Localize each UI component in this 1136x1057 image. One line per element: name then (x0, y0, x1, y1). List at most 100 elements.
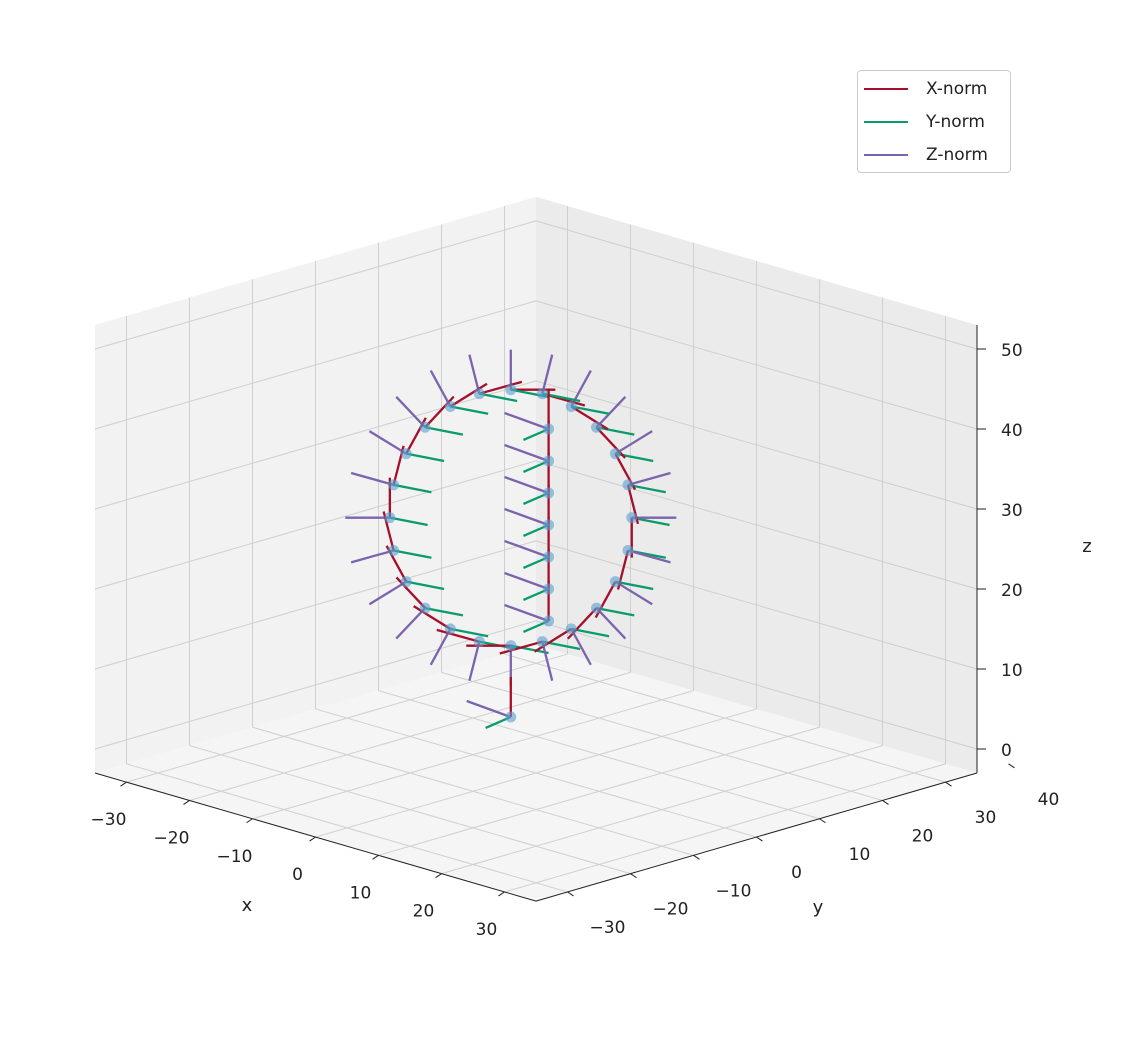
z-norm-segment (504, 571, 549, 591)
y-norm-segment (424, 606, 464, 617)
grid-line (94, 220, 537, 350)
data-point (400, 576, 412, 588)
z-norm-segment (429, 369, 452, 408)
z-tick-label: 20 (1001, 581, 1023, 601)
z-norm-segment (368, 430, 407, 455)
y-norm-segment (596, 606, 635, 617)
y-tick-label: 10 (849, 845, 871, 865)
data-point (622, 479, 634, 491)
y-tick-label: −20 (653, 900, 689, 920)
x-norm-segment (478, 380, 523, 395)
y-norm-segment (631, 516, 670, 527)
y-tick (567, 891, 574, 897)
z-norm-segment (504, 603, 549, 623)
z-norm-segment (395, 396, 426, 429)
grid-line (94, 460, 537, 590)
z-tick-label: 50 (1001, 341, 1023, 361)
data-point (543, 615, 555, 627)
z-norm-segment (468, 641, 481, 681)
x-tick-label: 0 (292, 865, 303, 885)
z-tick-label: 0 (1001, 741, 1012, 761)
data-point (419, 421, 431, 433)
x-tick (372, 854, 379, 860)
legend-swatch-x-norm (864, 87, 908, 91)
y-norm-segment (406, 452, 445, 463)
legend-swatch-y-norm (864, 120, 908, 124)
y-norm-segment (571, 405, 610, 415)
grid-line (252, 726, 694, 856)
z-norm-segment (614, 430, 653, 455)
grid-line (94, 300, 537, 430)
y-tick-label: 40 (1038, 790, 1060, 810)
grid-line (535, 540, 978, 670)
grid-line (535, 300, 978, 430)
x-tick-label: 20 (413, 902, 435, 922)
data-point (543, 455, 555, 467)
legend-item-y-norm: Y-norm (864, 110, 985, 134)
z-norm-segment (595, 396, 627, 429)
y-tick (693, 854, 700, 860)
z-tick-label: 10 (1001, 661, 1023, 681)
data-point (609, 576, 621, 588)
x-tick (309, 836, 316, 842)
z-norm-segment (541, 354, 554, 394)
z-norm-segment (466, 699, 512, 719)
data-point (400, 448, 412, 460)
z-norm-segment (627, 471, 671, 486)
x-tick (435, 873, 442, 879)
x-tick (246, 818, 253, 824)
x-tick-label: −20 (154, 828, 190, 848)
data-point (505, 711, 517, 723)
y-norm-segment (450, 627, 489, 638)
grid-line (504, 653, 946, 783)
data-point (505, 384, 517, 396)
z-axis-label: z (1082, 536, 1091, 557)
y-tick (819, 818, 826, 824)
data-point (565, 400, 577, 412)
z-norm-segment (368, 580, 407, 606)
y-norm-segment (393, 483, 432, 494)
x-norm-segment (499, 640, 543, 655)
data-point (565, 623, 577, 635)
z-norm-segment (504, 507, 549, 527)
y-norm-segment (596, 426, 635, 436)
grid-line (535, 380, 978, 510)
z-norm-segment (504, 443, 549, 463)
y-norm-segment (424, 426, 464, 436)
grid-line (189, 745, 631, 875)
x-norm-segment (436, 628, 480, 643)
data-point (590, 421, 602, 433)
data-point (543, 551, 555, 563)
grid-line (315, 708, 757, 838)
y-tick-label: −30 (590, 918, 626, 938)
y-axis-label: y (813, 897, 824, 918)
y-tick-label: 30 (975, 808, 997, 828)
data-point (444, 623, 456, 635)
grid-line (126, 763, 568, 893)
y-norm-segment (393, 549, 432, 559)
y-norm-segment (450, 405, 489, 415)
z-norm-segment (504, 411, 549, 431)
z-tick-label: 40 (1001, 421, 1023, 441)
grid-line (94, 380, 537, 510)
data-point (590, 602, 602, 614)
x-norm-segment (449, 382, 488, 408)
data-point (473, 388, 485, 400)
data-point (536, 636, 548, 648)
x-norm-segment (413, 605, 451, 630)
x-tick-label: 10 (350, 883, 372, 903)
legend-label: Y-norm (926, 112, 985, 132)
y-norm-segment (479, 392, 518, 403)
y-norm-segment (510, 644, 549, 655)
data-point (419, 602, 431, 614)
data-point (388, 479, 400, 491)
z-norm-segment (627, 549, 671, 564)
y-norm-segment (406, 580, 445, 591)
legend-item-z-norm: Z-norm (864, 143, 988, 167)
y-tick (945, 781, 952, 787)
x-tick-label: −30 (91, 810, 127, 830)
y-norm-segment (571, 627, 610, 638)
z-norm-segment (350, 471, 394, 486)
data-point (388, 544, 400, 556)
x-tick (498, 891, 505, 897)
